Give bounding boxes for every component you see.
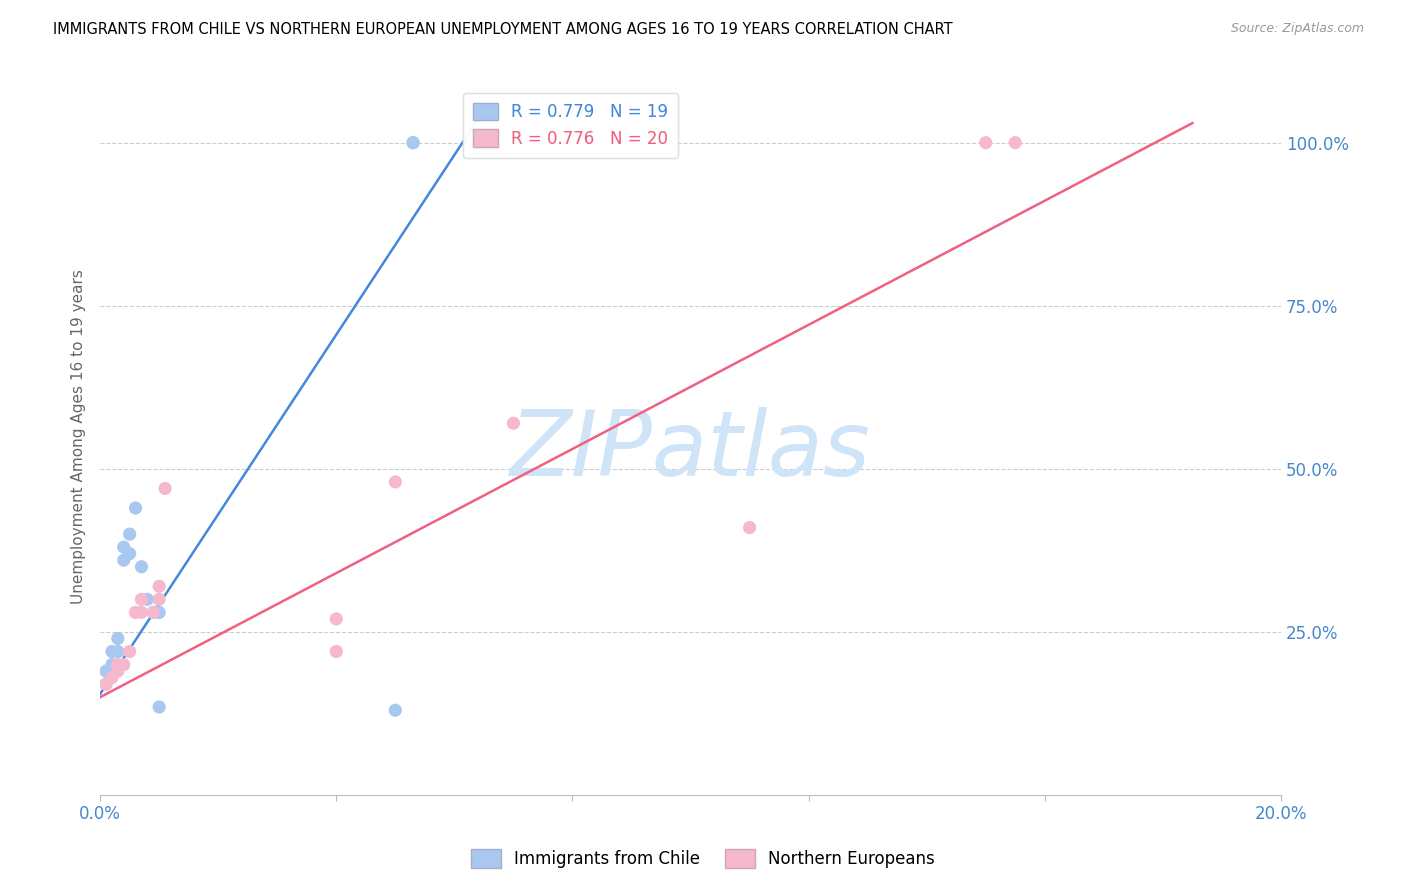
Point [112, 553, 135, 567]
Point [112, 657, 135, 672]
Point [94, 677, 117, 691]
Point [107, 632, 129, 646]
Y-axis label: Unemployment Among Ages 16 to 19 years: Unemployment Among Ages 16 to 19 years [72, 268, 86, 604]
Point [112, 540, 135, 554]
Point [384, 475, 406, 489]
Point [148, 579, 170, 593]
Point [148, 606, 170, 620]
Text: IMMIGRANTS FROM CHILE VS NORTHERN EUROPEAN UNEMPLOYMENT AMONG AGES 16 TO 19 YEAR: IMMIGRANTS FROM CHILE VS NORTHERN EUROPE… [53, 22, 953, 37]
Point [142, 606, 165, 620]
Point [101, 671, 124, 685]
Legend: Immigrants from Chile, Northern Europeans: Immigrants from Chile, Northern European… [464, 842, 942, 875]
Point [118, 527, 141, 541]
Point [148, 592, 170, 607]
Point [402, 136, 425, 150]
Point [402, 136, 425, 150]
Point [738, 520, 761, 534]
Point [1004, 136, 1026, 150]
Point [974, 136, 997, 150]
Point [94, 664, 117, 678]
Point [325, 644, 347, 658]
Point [131, 592, 153, 607]
Point [101, 657, 124, 672]
Point [94, 677, 117, 691]
Point [124, 501, 146, 516]
Point [131, 606, 153, 620]
Point [502, 416, 524, 430]
Point [153, 482, 176, 496]
Point [107, 664, 129, 678]
Text: Source: ZipAtlas.com: Source: ZipAtlas.com [1230, 22, 1364, 36]
Point [101, 644, 124, 658]
Point [118, 547, 141, 561]
Point [131, 559, 153, 574]
Point [118, 644, 141, 658]
Legend: R = 0.779   N = 19, R = 0.776   N = 20: R = 0.779 N = 19, R = 0.776 N = 20 [463, 93, 678, 158]
Point [384, 703, 406, 717]
Point [107, 644, 129, 658]
Point [325, 612, 347, 626]
Point [136, 592, 159, 607]
Point [148, 700, 170, 714]
Point [107, 657, 129, 672]
Point [124, 606, 146, 620]
Text: ZIPatlas: ZIPatlas [510, 407, 870, 494]
Point [142, 606, 165, 620]
